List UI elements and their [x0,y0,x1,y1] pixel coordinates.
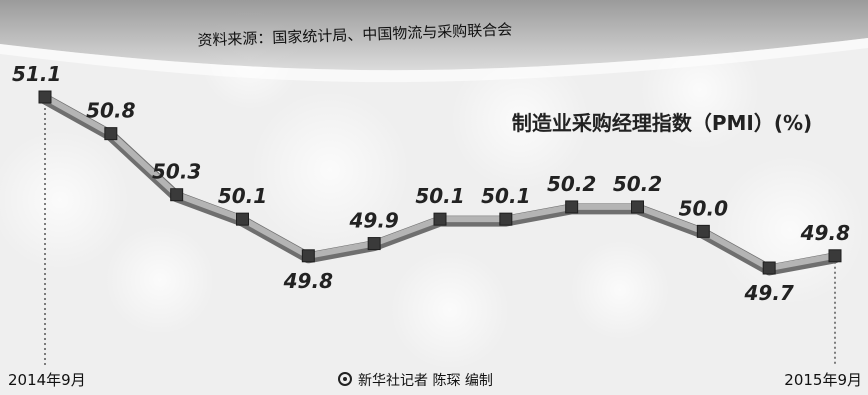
data-point-marker [236,212,249,226]
top-swoosh-highlight [0,38,868,83]
data-point-marker [565,200,579,214]
data-value-label: 49.7 [743,281,793,305]
data-point-marker [696,224,710,238]
data-value-label: 51.1 [12,62,61,86]
data-value-label: 50.3 [152,160,201,184]
data-value-label: 50.2 [613,172,662,196]
data-value-label: 50.1 [218,184,267,208]
data-point-marker [631,200,644,214]
data-markers [38,90,842,275]
data-point-marker [301,249,315,263]
data-value-label: 50.8 [86,99,135,123]
credit: 新华社记者 陈琛 编制 [338,372,493,389]
data-value-label: 50.1 [481,184,530,208]
data-point-marker [38,90,52,104]
data-point-marker [828,249,842,263]
value-labels: 51.1 50.8 50.3 50.1 49.8 49.9 50.1 50.1 50.2 50.2… [12,62,850,305]
data-value-label: 49.9 [348,209,398,233]
xinhua-logo-icon [338,372,352,386]
data-point-marker [499,212,513,226]
data-value-label: 49.8 [800,221,850,245]
data-point-marker [170,188,184,202]
credit-text: 新华社记者 陈琛 编制 [358,372,493,389]
data-point-marker [433,212,447,226]
data-point-marker [104,127,118,141]
data-value-label: 50.2 [547,172,596,196]
start-date-label: 2014年9月 [8,371,86,389]
data-value-label: 50.1 [415,184,464,208]
chart-title: 制造业采购经理指数（PMI）(%) [512,111,812,135]
data-value-label: 50.0 [679,196,728,220]
data-point-marker [762,261,776,275]
end-date-label: 2015年9月 [784,371,862,389]
data-point-marker [367,237,381,251]
data-value-label: 49.8 [283,269,333,293]
top-swoosh [0,0,868,71]
